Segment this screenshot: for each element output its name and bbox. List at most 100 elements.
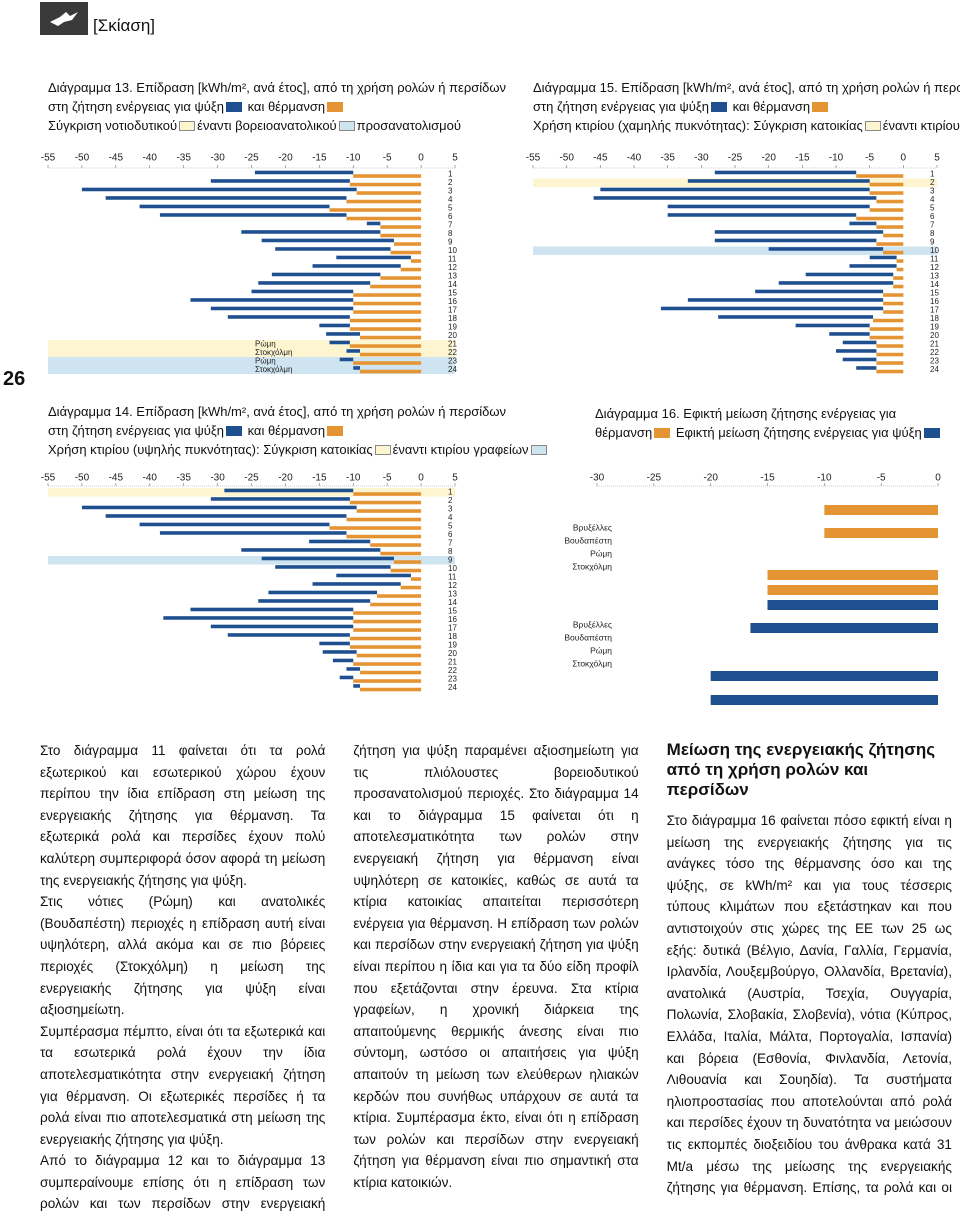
x-tick-label: -15	[312, 473, 327, 484]
x-tick-label: -50	[559, 153, 574, 164]
row-label: 4	[448, 513, 453, 522]
bar-segment	[778, 281, 894, 285]
x-tick-label: -35	[660, 153, 675, 164]
bar-segment	[105, 196, 347, 200]
category-label: Βουδαπέστη	[564, 632, 612, 642]
row-label: 11	[930, 254, 939, 263]
category-label: Βρυξέλλες	[573, 522, 612, 532]
row-label: 5	[448, 521, 453, 530]
bar-segment	[346, 517, 422, 522]
bar-segment	[883, 301, 904, 306]
row-label: 17	[448, 623, 457, 632]
bar-segment	[336, 255, 411, 260]
x-tick-label: -5	[865, 153, 874, 164]
paragraph: Στο διάγραμμα 11 φαίνεται ότι τα ρολά εξ…	[40, 743, 326, 888]
bar-segment	[210, 497, 350, 501]
bar-segment	[883, 310, 904, 314]
bar-segment	[856, 366, 877, 370]
bar-segment	[227, 315, 350, 319]
section-label: [Σκίαση]	[93, 16, 156, 35]
category-label: Βουδαπέστη	[564, 535, 612, 545]
comparison-legend: Χρήση κτιρίου (υψηλής πυκνότητας): Σύγκρ…	[48, 440, 549, 459]
category-label: Ρώμη	[590, 645, 612, 655]
x-tick-label: -40	[143, 153, 158, 164]
bar-segment	[254, 170, 354, 175]
bar-segment	[842, 340, 877, 345]
bar-segment	[390, 568, 422, 573]
bar-segment	[667, 213, 857, 217]
row-label: 16	[930, 297, 939, 306]
row-label: 10	[448, 246, 457, 255]
row-label: 14	[930, 280, 939, 289]
bar-segment	[81, 505, 357, 510]
bar-segment	[346, 216, 422, 221]
chart-title: Διάγραμμα 15. Επίδραση [kWh/m², ανά έτος…	[533, 80, 960, 95]
bar-segment	[159, 213, 347, 217]
legend-label: στη ζήτηση ενέργειας για ψύξη	[48, 423, 224, 438]
bar-segment	[869, 255, 897, 260]
bar-segment	[883, 233, 904, 238]
bar-segment	[893, 284, 904, 289]
bar-segment	[380, 551, 422, 556]
bar-segment	[258, 599, 371, 603]
bar-segment	[836, 349, 877, 353]
x-tick-label: -50	[75, 153, 90, 164]
bar-segment	[856, 216, 904, 221]
bar	[767, 570, 938, 580]
bar-segment	[349, 182, 422, 187]
x-tick-label: -20	[278, 473, 293, 484]
legend: στη ζήτηση ενέργειας για ψύξη και θέρμαν…	[48, 97, 506, 116]
x-tick-label: -10	[829, 153, 844, 164]
row-label: 3	[448, 504, 453, 513]
legend-label: Εφικτή μείωση ζήτησης ενέργειας για ψύξη	[675, 425, 922, 440]
bar-segment	[339, 357, 354, 362]
row-label: 2	[930, 178, 935, 187]
row-label: 7	[448, 538, 453, 547]
row-highlight	[48, 556, 455, 565]
x-tick-label: -55	[41, 153, 56, 164]
x-tick-label: -45	[593, 153, 608, 164]
row-label: 13	[930, 271, 939, 280]
bar-segment	[210, 306, 354, 311]
bar-segment	[346, 534, 422, 539]
bar-segment	[258, 281, 371, 285]
row-label: 24	[448, 365, 457, 374]
bar-segment	[718, 315, 874, 319]
chart-caption: Διάγραμμα 16. Εφικτή μείωση ζήτησης ενέρ…	[595, 404, 942, 442]
row-label: 14	[448, 280, 457, 289]
row-label: 2	[448, 496, 453, 505]
row-highlight	[533, 246, 937, 255]
row-label: 10	[930, 246, 939, 255]
comparison-legend: Σύγκριση νοτιοδυτικού έναντι βορειοανατολ…	[48, 116, 506, 135]
bar-segment	[163, 616, 354, 620]
bar-segment	[876, 242, 904, 246]
bar-segment	[322, 650, 357, 654]
comparison-swatch	[179, 121, 196, 131]
comparison-label: Χρήση κτιρίου (υψηλής πυκνότητας): Σύγκρ…	[48, 442, 373, 457]
x-tick-label: -25	[647, 473, 662, 484]
bar-segment	[360, 670, 422, 675]
x-tick-label: 0	[901, 153, 907, 164]
legend: στη ζήτηση ενέργειας για ψύξη και θέρμαν…	[533, 97, 960, 116]
row-label: 20	[448, 331, 457, 340]
row-label: 6	[448, 212, 453, 221]
bar-segment	[380, 233, 422, 238]
row-city-label: Στοκχόλμη	[255, 348, 292, 357]
section-heading: Μείωση της ενεργειακής ζήτησης από τη χρ…	[666, 740, 936, 799]
row-label: 1	[448, 169, 453, 178]
bar	[767, 600, 938, 610]
bar-segment	[312, 264, 401, 268]
bar-segment	[353, 301, 422, 306]
legend-label: και θέρμανση	[247, 99, 326, 114]
row-label: 3	[448, 186, 453, 195]
x-tick-label: 5	[452, 473, 458, 484]
bar-segment	[251, 289, 354, 294]
bar-segment	[400, 267, 422, 272]
bar	[824, 505, 938, 515]
chart-title: Διάγραμμα 13. Επίδραση [kWh/m², ανά έτος…	[48, 80, 507, 95]
row-label: 16	[448, 615, 457, 624]
bar-segment	[400, 585, 422, 590]
bar-segment	[849, 264, 897, 268]
bar-segment	[876, 361, 904, 365]
bar-segment	[660, 306, 884, 311]
